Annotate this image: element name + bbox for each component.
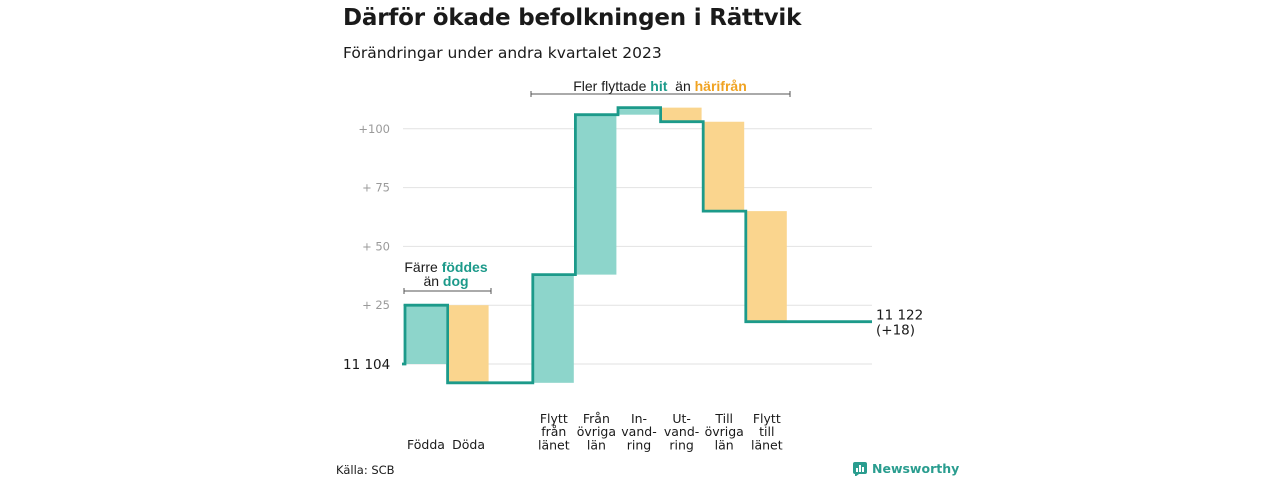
bar-in--vand--ring [619,107,659,115]
annotation-part: än [667,78,694,94]
y-tick-label: + 75 [362,181,390,195]
category-label: Flytt från länet [538,411,570,452]
y-tick-label: + 50 [362,239,390,253]
category-label: Födda [407,437,445,452]
category-label-line: från [541,424,566,439]
bar-flytt-till-länet [746,211,787,322]
brand-name: Newsworthy [872,461,960,476]
category-label-line: län [587,437,606,452]
bars [406,107,787,383]
category-label: Från övriga län [577,411,616,452]
end-change-label: (+18) [876,323,915,339]
annotation-part: härifrån [695,78,747,94]
category-label-line: vand- [621,424,656,439]
step-line-layer [402,106,872,385]
category-label-line: övriga [705,424,744,439]
annotation-part: föddes [442,259,488,275]
bar-till-övriga-län [704,121,745,212]
annotation-part: Färre [404,259,441,275]
annotation-births: Färre föddes [404,259,487,275]
source-label: Källa: SCB [336,463,395,477]
bar-döda [448,305,489,383]
category-label: Döda [452,437,485,452]
category-label-line: länet [538,437,570,452]
category-label-line: Flytt [540,411,568,426]
page-subtitle: Förändringar under andra kvartalet 2023 [343,44,662,62]
category-label-line: Ut- [672,411,691,426]
category-label-line: län [715,437,734,452]
category-label: Till övriga län [705,411,744,452]
annotation-part: Fler flyttade [573,78,650,94]
category-label-line: In- [631,411,647,426]
page-title: Därför ökade befolkningen i Rättvik [343,5,802,31]
annotation-part: hit [650,78,667,94]
category-label-line: ring [627,437,651,452]
y-tick-label: +100 [358,122,390,136]
category-label-line: Till [714,411,733,426]
start-value-label: 11 104 [343,357,390,373]
category-label-line: övriga [577,424,616,439]
annotation-bracket-births [403,288,492,294]
annotation-migration: Fler flyttade hit än härifrån [573,78,747,94]
category-label-line: Döda [452,437,485,452]
newsworthy-logo-icon [853,461,867,476]
annotation-bracket-migration [530,91,791,97]
y-tick-label: + 25 [362,298,390,312]
category-label: Flytt till länet [751,411,783,452]
annotation-part: dog [443,273,469,289]
annotation-births-line2: än dog [423,273,468,289]
category-label-line: Från [583,411,610,426]
category-label-line: till [759,424,774,439]
step-line [402,106,872,385]
bar-flytt-från-länet [533,274,574,383]
bar-ut--vand--ring [661,107,702,122]
category-label: Ut-vand-ring [664,411,699,452]
category-label-line: länet [751,437,783,452]
bar-födda [406,305,446,364]
bar-från-övriga-län [576,114,617,275]
end-value-label: 11 122 [876,308,923,324]
category-label: In-vand-ring [621,411,656,452]
category-label-line: vand- [664,424,699,439]
category-label-line: ring [669,437,693,452]
category-label-line: Flytt [753,411,781,426]
category-label-line: Födda [407,437,445,452]
brand[interactable]: Newsworthy [853,461,959,476]
annotation-part: än [423,273,442,289]
